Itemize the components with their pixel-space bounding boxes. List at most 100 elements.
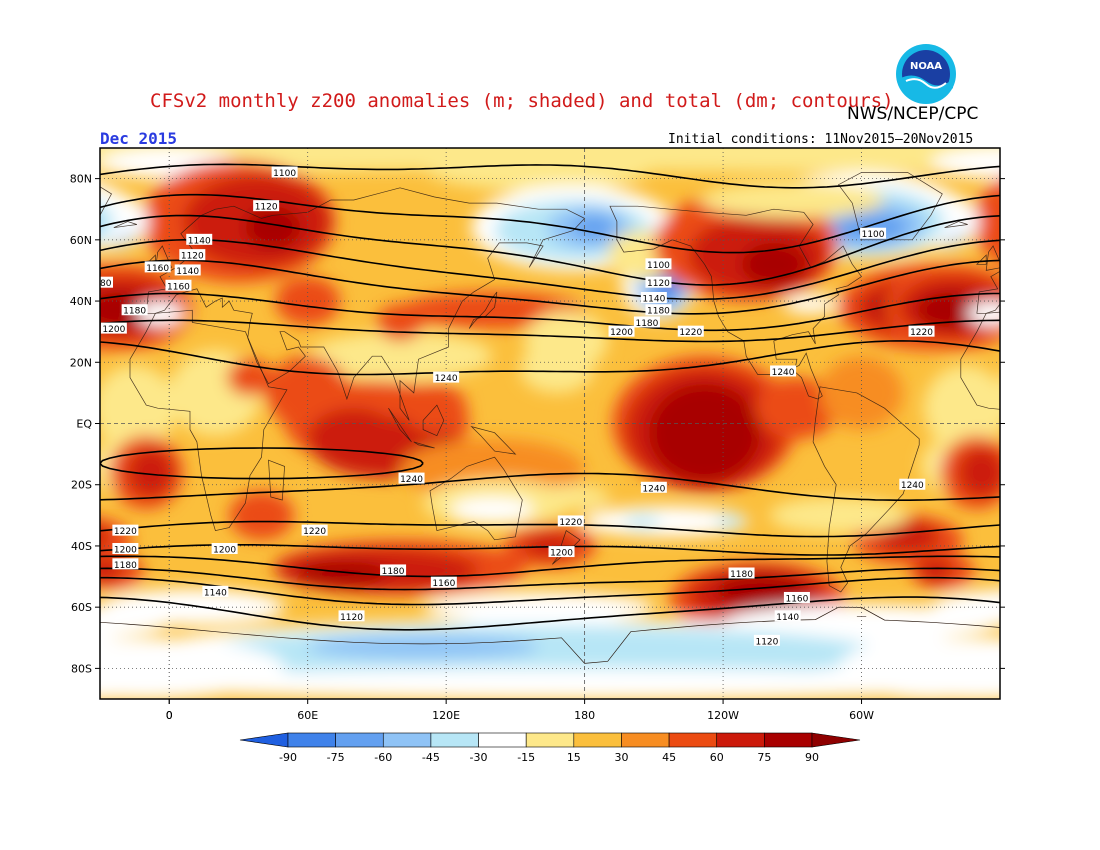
svg-text:1140: 1140	[176, 267, 199, 277]
contour-label: 1240	[899, 478, 926, 491]
contour-label: 1120	[645, 276, 672, 289]
lat-tick-label: 60N	[70, 234, 92, 247]
contour-label: 1200	[112, 543, 139, 556]
svg-text:1220: 1220	[679, 328, 702, 338]
noaa-logo: NOAA	[896, 44, 956, 104]
legend-swatch	[525, 732, 575, 748]
contour-label: 1120	[179, 249, 206, 262]
svg-text:1220: 1220	[114, 527, 137, 537]
lon-tick-label: 120W	[707, 709, 739, 722]
svg-text:1160: 1160	[432, 579, 455, 589]
contour-label: 1240	[398, 472, 425, 485]
contour-label: 1140	[174, 264, 201, 277]
lat-tick-label: 20S	[71, 479, 92, 492]
contour-label: 1160	[165, 279, 192, 292]
lat-tick-label: 60S	[71, 601, 92, 614]
lat-tick-label: EQ	[76, 418, 92, 431]
svg-text:1100: 1100	[647, 261, 670, 271]
contour-label: 1180	[89, 276, 113, 289]
svg-text:1160: 1160	[146, 264, 169, 274]
axis-ticks: 80N 60N 40N 20N EQ 20S 40S 60S 80S 0 60E 120E 180 120…	[70, 173, 1005, 722]
legend-label: 45	[662, 751, 676, 764]
svg-text:1200: 1200	[114, 546, 137, 556]
contour-label: 1120	[753, 634, 780, 647]
svg-text:1180: 1180	[89, 279, 112, 289]
svg-text:1100: 1100	[273, 169, 296, 179]
legend-swatch	[430, 732, 479, 748]
contour-label: 1160	[144, 261, 171, 274]
lon-tick-label: 180	[574, 709, 595, 722]
legend-swatch	[716, 732, 765, 748]
svg-text:1140: 1140	[188, 236, 211, 246]
svg-text:1180: 1180	[382, 567, 405, 577]
legend-swatch	[382, 732, 432, 748]
legend-label: -30	[470, 751, 488, 764]
contour-label: 1240	[770, 365, 797, 378]
agency-label: NWS/NCEP/CPC	[847, 104, 979, 124]
svg-text:1140: 1140	[204, 588, 227, 598]
legend-swatch	[335, 732, 384, 748]
legend-label: -60	[374, 751, 392, 764]
contour-label: 1220	[112, 524, 139, 537]
svg-text:1200: 1200	[550, 549, 573, 559]
anomaly-shading	[100, 148, 1000, 699]
coastlines	[100, 172, 1000, 664]
contour-label: 1140	[774, 610, 801, 623]
svg-text:1220: 1220	[559, 518, 582, 528]
svg-text:1240: 1240	[400, 475, 423, 485]
contour-label: 1140	[202, 585, 229, 598]
contour-label: 1200	[548, 546, 575, 559]
legend-swatch	[764, 732, 813, 748]
contour-label: 1180	[728, 567, 755, 580]
contour-label: 1140	[186, 233, 213, 246]
contour-label: 1220	[908, 325, 935, 338]
svg-text:1240: 1240	[901, 481, 924, 491]
contour-label: 1240	[640, 481, 667, 494]
svg-text:1200: 1200	[610, 328, 633, 338]
legend-swatch	[573, 732, 622, 748]
contour-label: 1180	[633, 316, 660, 329]
legend-label: 30	[614, 751, 628, 764]
svg-text:1240: 1240	[435, 374, 458, 384]
legend-swatch	[478, 732, 527, 748]
legend-label: 15	[567, 751, 581, 764]
svg-text:1180: 1180	[114, 561, 137, 571]
lon-tick-label: 0	[166, 709, 173, 722]
lat-tick-label: 80S	[71, 662, 92, 675]
contour-labels: 1100 1120 1140 1160 1180 1100 1120 1140 1180 1180…	[89, 166, 935, 647]
svg-text:1120: 1120	[340, 613, 363, 623]
legend-label: -90	[279, 751, 297, 764]
color-legend: -90 -75 -60 -45 -30 -15 15 30 45 60 75 90	[239, 732, 861, 764]
contour-label: 1200	[608, 325, 635, 338]
contour-label: 1220	[557, 515, 584, 528]
contour-label: 1160	[430, 576, 457, 589]
legend-min-arrow	[239, 732, 289, 748]
legend-label: -15	[517, 751, 535, 764]
svg-text:1200: 1200	[213, 546, 236, 556]
contour-label: 1220	[301, 524, 328, 537]
legend-label: 60	[710, 751, 724, 764]
height-contours	[100, 163, 1000, 631]
svg-text:1160: 1160	[167, 282, 190, 292]
contour-label: 1180	[380, 564, 407, 577]
contour-label: 1160	[783, 591, 810, 604]
legend-label: -45	[422, 751, 440, 764]
lon-tick-label: 60W	[849, 709, 874, 722]
svg-text:1240: 1240	[642, 484, 665, 494]
contour-label: 1100	[271, 166, 298, 179]
legend-label: 90	[805, 751, 819, 764]
grid-lines	[100, 148, 1000, 699]
svg-text:1140: 1140	[776, 613, 799, 623]
forecast-month: Dec 2015	[100, 129, 178, 148]
legend-swatch	[287, 732, 336, 748]
contour-label: 1180	[645, 304, 672, 317]
noaa-logo-text: NOAA	[910, 61, 942, 72]
contour-label: 1200	[211, 543, 238, 556]
contour-label: 1180	[121, 304, 148, 317]
svg-text:1120: 1120	[647, 279, 670, 289]
svg-text:1220: 1220	[303, 527, 326, 537]
svg-text:1180: 1180	[123, 307, 146, 317]
lon-tick-label: 0	[166, 709, 173, 722]
svg-text:1200: 1200	[102, 325, 125, 335]
